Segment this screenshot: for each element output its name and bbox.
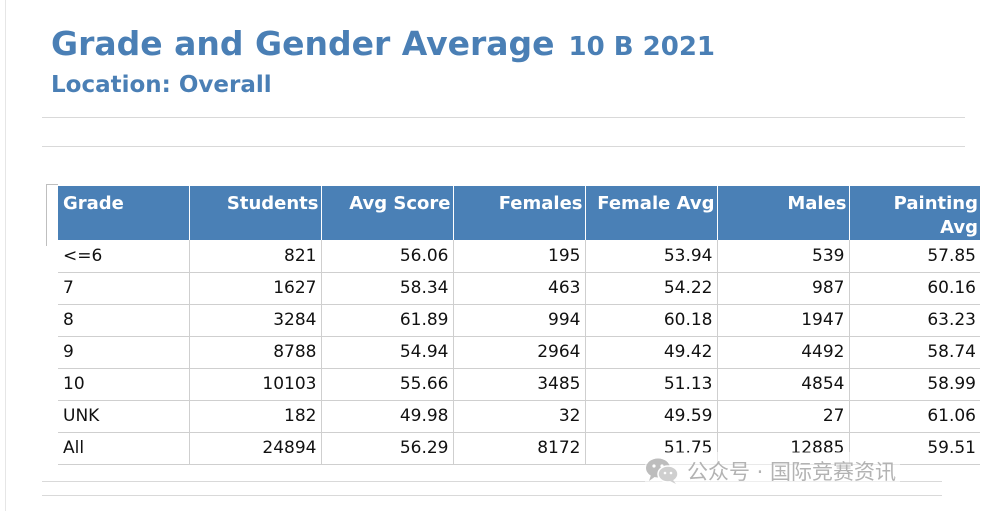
table-row: 9 8788 54.94 2964 49.42 4492 58.74: [58, 336, 980, 369]
wechat-icon: [646, 458, 679, 484]
cell-students: 10103: [189, 368, 322, 401]
cell-grade: All: [58, 432, 190, 465]
divider-line: [42, 481, 942, 482]
column-header-painting-avg: Painting Avg: [849, 186, 980, 240]
table-row: 7 1627 58.34 463 54.22 987 60.16: [58, 272, 980, 305]
cell-students: 182: [189, 400, 322, 433]
cell-females: 463: [453, 272, 586, 305]
cell-females: 994: [453, 304, 586, 337]
cell-painting-avg: 58.74: [849, 336, 980, 369]
cell-avg-score: 55.66: [321, 368, 454, 401]
watermark-text: 公众号 · 国际竞赛资讯: [687, 460, 897, 484]
cell-females: 3485: [453, 368, 586, 401]
cell-males: 987: [717, 272, 850, 305]
table-row: UNK 182 49.98 32 49.59 27 61.06: [58, 400, 980, 433]
report-title: Grade and Gender Average: [51, 24, 555, 63]
table-corner-mark: [46, 184, 58, 185]
watermark: 公众号 · 国际竞赛资讯: [645, 452, 901, 490]
cell-avg-score: 58.34: [321, 272, 454, 305]
cell-grade: <=6: [58, 240, 190, 273]
cell-students: 24894: [189, 432, 322, 465]
cell-students: 8788: [189, 336, 322, 369]
cell-grade: UNK: [58, 400, 190, 433]
cell-female-avg: 53.94: [585, 240, 718, 273]
cell-females: 195: [453, 240, 586, 273]
cell-avg-score: 61.89: [321, 304, 454, 337]
cell-females: 32: [453, 400, 586, 433]
cell-students: 3284: [189, 304, 322, 337]
report-subtitle: 10 B 2021: [568, 32, 715, 62]
divider-line: [42, 495, 942, 496]
cell-painting-avg: 60.16: [849, 272, 980, 305]
table-row: 8 3284 61.89 994 60.18 1947 63.23: [58, 304, 980, 337]
report-title-row: Grade and Gender Average 10 B 2021: [51, 24, 715, 63]
page-left-border: [5, 0, 6, 511]
divider-line: [42, 117, 965, 118]
cell-males: 1947: [717, 304, 850, 337]
cell-grade: 7: [58, 272, 190, 305]
cell-female-avg: 54.22: [585, 272, 718, 305]
cell-grade: 10: [58, 368, 190, 401]
cell-painting-avg: 61.06: [849, 400, 980, 433]
column-header-female-avg: Female Avg: [585, 186, 718, 240]
column-header-avg-score: Avg Score: [321, 186, 454, 240]
cell-avg-score: 49.98: [321, 400, 454, 433]
cell-female-avg: 49.42: [585, 336, 718, 369]
cell-avg-score: 54.94: [321, 336, 454, 369]
cell-students: 1627: [189, 272, 322, 305]
cell-males: 4854: [717, 368, 850, 401]
table-row: <=6 821 56.06 195 53.94 539 57.85: [58, 240, 980, 273]
grade-gender-table: Grade Students Avg Score Females Female …: [58, 186, 980, 465]
cell-female-avg: 49.59: [585, 400, 718, 433]
cell-avg-score: 56.29: [321, 432, 454, 465]
cell-painting-avg: 63.23: [849, 304, 980, 337]
cell-avg-score: 56.06: [321, 240, 454, 273]
column-header-males: Males: [717, 186, 850, 240]
cell-painting-avg: 57.85: [849, 240, 980, 273]
cell-males: 539: [717, 240, 850, 273]
table-corner-mark: [46, 184, 47, 246]
cell-grade: 8: [58, 304, 190, 337]
cell-females: 2964: [453, 336, 586, 369]
table-row: 10 10103 55.66 3485 51.13 4854 58.99: [58, 368, 980, 401]
cell-painting-avg: 58.99: [849, 368, 980, 401]
cell-males: 27: [717, 400, 850, 433]
column-header-grade: Grade: [58, 186, 190, 240]
column-header-students: Students: [189, 186, 322, 240]
cell-students: 821: [189, 240, 322, 273]
cell-female-avg: 51.13: [585, 368, 718, 401]
cell-grade: 9: [58, 336, 190, 369]
table-header-row: Grade Students Avg Score Females Female …: [58, 186, 980, 240]
cell-females: 8172: [453, 432, 586, 465]
column-header-females: Females: [453, 186, 586, 240]
divider-line: [42, 146, 965, 147]
cell-males: 4492: [717, 336, 850, 369]
cell-female-avg: 60.18: [585, 304, 718, 337]
report-location: Location: Overall: [51, 72, 272, 98]
